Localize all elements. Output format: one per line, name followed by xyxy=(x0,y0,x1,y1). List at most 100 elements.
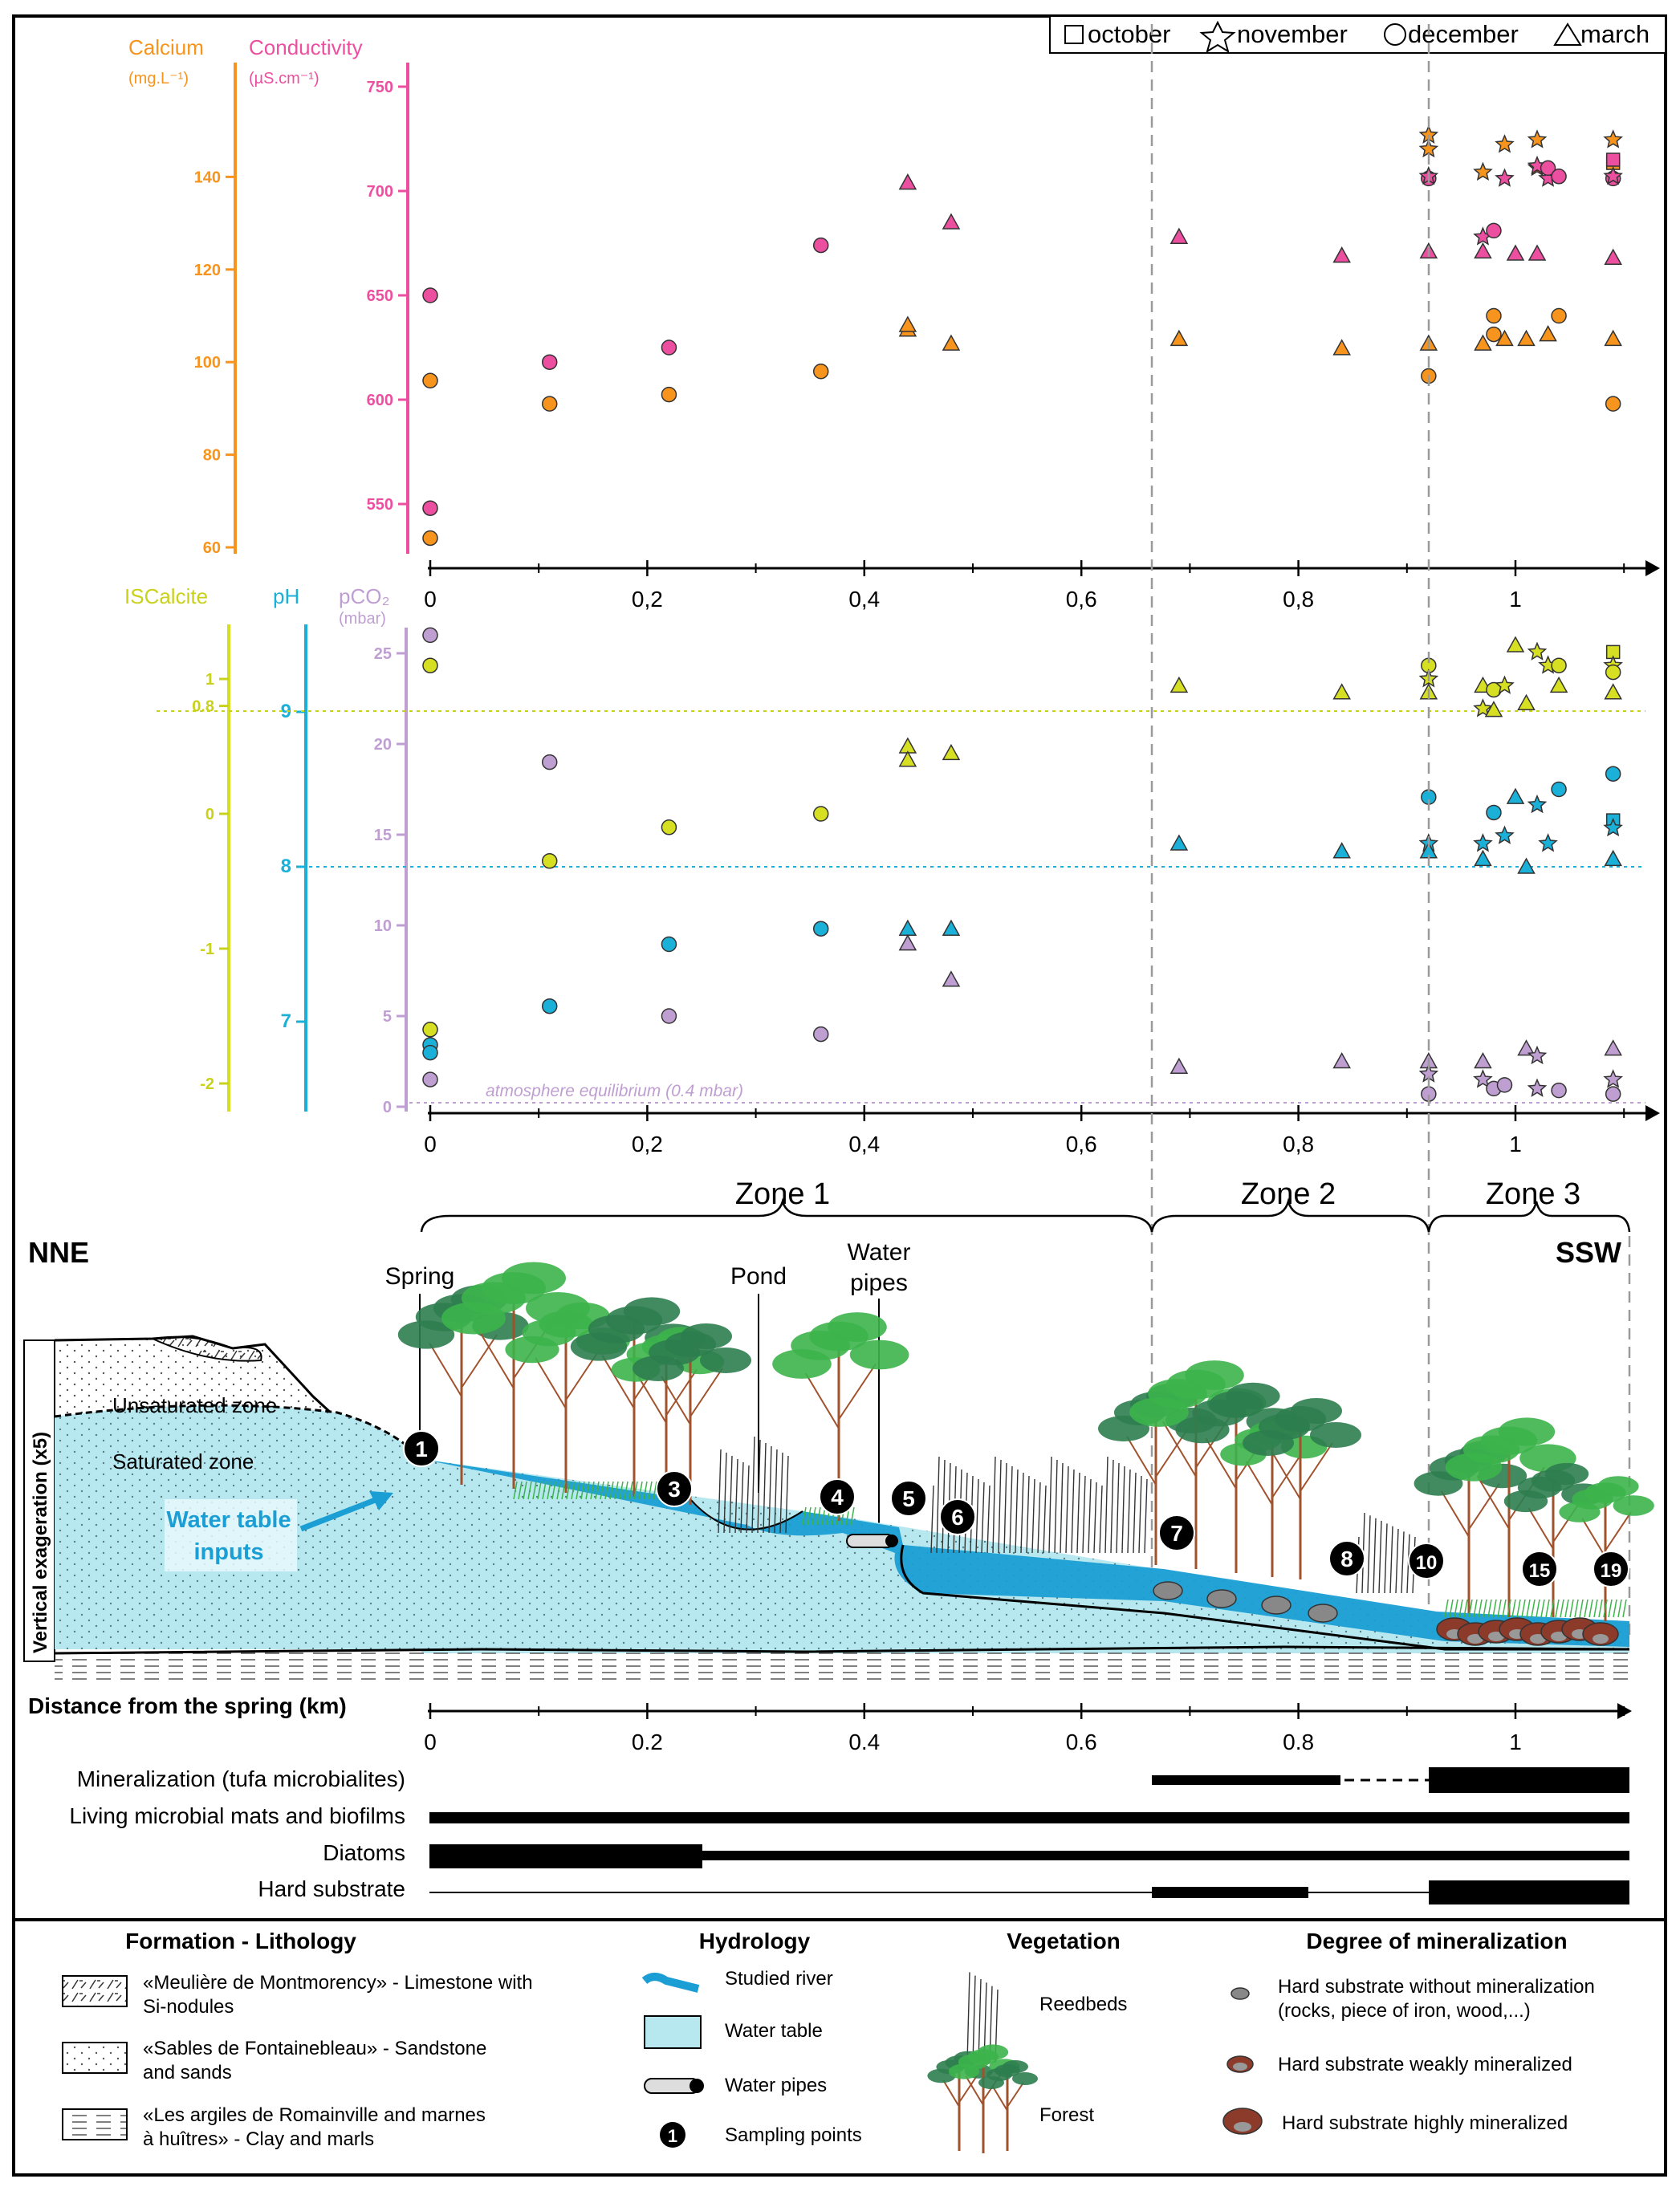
sicalcite-point xyxy=(1551,657,1567,673)
sampling-point-marker xyxy=(1328,1540,1365,1577)
x-tick-label: 0 xyxy=(424,587,437,612)
calcium-point xyxy=(1517,329,1536,347)
pco2-point xyxy=(1551,1082,1567,1099)
x-tick-label: 0,6 xyxy=(1066,587,1097,612)
sampling-point-number: 7 xyxy=(1170,1521,1183,1546)
tick-label: 140 xyxy=(194,169,221,186)
zone-3-label: Zone 3 xyxy=(1486,1177,1580,1211)
conductivity-point xyxy=(1540,160,1556,177)
legend-november: november xyxy=(1237,20,1348,48)
figure-border xyxy=(12,14,1667,2177)
sampling-point-marker xyxy=(403,1430,440,1467)
sampling-point-swatch xyxy=(660,2122,685,2148)
sicalcite-point xyxy=(1605,664,1621,681)
hydrology-title: Hydrology xyxy=(699,1929,811,1953)
calcium-point xyxy=(1604,329,1622,347)
forest-icon xyxy=(927,2044,1038,2153)
sampling-point-number: 5 xyxy=(902,1486,915,1511)
tick-label: 0 xyxy=(383,1099,392,1116)
pco2-point xyxy=(812,1026,829,1043)
sicalcite-point xyxy=(1169,676,1189,693)
sicalcite-point xyxy=(541,853,558,869)
ph-point xyxy=(898,919,917,936)
pco2-point xyxy=(1496,1077,1513,1093)
conductivity-point xyxy=(1551,169,1567,185)
sampling-point-marker xyxy=(890,1480,927,1517)
sicalcite-point xyxy=(1517,693,1536,710)
calcium-point xyxy=(422,530,438,547)
sicalcite-title: ISCalcite xyxy=(124,584,208,608)
lower-x-arrow-icon xyxy=(1645,1105,1660,1121)
conductivity-point xyxy=(661,339,677,356)
presence-bars: Mineralization (tufa microbialites) Livi… xyxy=(69,1766,1629,1904)
tick-label: 700 xyxy=(367,183,393,201)
lithology-2-b: and sands xyxy=(143,2062,232,2083)
pco2-point xyxy=(1473,1069,1493,1088)
x-tick-label: 0,2 xyxy=(632,1132,663,1157)
vegetation xyxy=(397,1262,1654,1621)
sampling-point-number: 6 xyxy=(951,1505,964,1530)
hydrology-pipes: Water pipes xyxy=(725,2075,827,2096)
sampling-point-swatch-number: 1 xyxy=(668,2126,677,2146)
calcium-point xyxy=(661,386,677,403)
square-marker-icon xyxy=(1064,25,1084,44)
upper-data-points xyxy=(422,124,1623,547)
upper-x-arrow-icon xyxy=(1645,560,1660,576)
water-table-inputs-label-1: Water table xyxy=(166,1507,291,1533)
saturated-zone-label: Saturated zone xyxy=(112,1449,254,1474)
upper-x-ticks: 0 0,2 0,4 0,6 0,8 1 xyxy=(424,560,1625,612)
hard-substrate-label: Hard substrate xyxy=(258,1876,405,1901)
ph-point xyxy=(1474,849,1492,867)
ph-point xyxy=(1603,817,1623,837)
ph-point xyxy=(1332,842,1351,859)
calcium-point xyxy=(1539,325,1557,342)
calcium-point xyxy=(1527,129,1548,148)
distance-axis-label: Distance from the spring (km) xyxy=(28,1693,347,1718)
tick-label: 15 xyxy=(374,827,392,844)
hydrology-sampling: Sampling points xyxy=(725,2124,862,2146)
ph-point xyxy=(1551,781,1567,798)
calcium-ticks: 140 120 100 80 60 xyxy=(194,169,235,557)
sampling-point-number: 10 xyxy=(1416,1552,1438,1574)
calcium-point xyxy=(1486,326,1502,343)
calcium-point xyxy=(1605,396,1621,412)
x-tick-label: 0,4 xyxy=(848,587,880,612)
conductivity-point xyxy=(541,354,558,370)
conductivity-point xyxy=(1474,242,1492,259)
sampling-point-marker xyxy=(1593,1551,1629,1587)
tick-label: -2 xyxy=(200,1075,214,1093)
conductivity-point xyxy=(1486,222,1502,239)
sicalcite-point xyxy=(812,806,829,822)
pco2-point xyxy=(422,1071,438,1087)
ph-point xyxy=(812,921,829,937)
tick-label: 9 xyxy=(281,701,291,722)
sicalcite-point xyxy=(942,743,961,761)
x-tick-label: 0.4 xyxy=(848,1730,880,1754)
rock-high-mineral-icon xyxy=(1222,2108,1263,2135)
sampling-point-marker xyxy=(1521,1551,1558,1587)
sampling-point-number: 1 xyxy=(415,1437,428,1461)
x-tick-label: 0,2 xyxy=(632,587,663,612)
pco2-point xyxy=(898,934,917,951)
pco2-point xyxy=(422,627,438,644)
ph-point xyxy=(1495,825,1515,844)
legend-october: october xyxy=(1088,20,1170,48)
tick-label: 20 xyxy=(374,736,392,754)
tick-label: 1 xyxy=(205,671,214,689)
calcium-point xyxy=(1486,307,1502,324)
sampling-point-number: 4 xyxy=(831,1485,844,1510)
tick-label: 25 xyxy=(374,645,392,663)
x-tick-label: 0.6 xyxy=(1066,1730,1097,1754)
tick-label: 5 xyxy=(383,1008,392,1026)
nne-label: NNE xyxy=(28,1236,89,1269)
ph-point xyxy=(1605,766,1621,782)
pco2-point xyxy=(942,970,961,987)
calcium-point xyxy=(1418,138,1439,158)
vegetation-forest: Forest xyxy=(1039,2104,1094,2126)
vegetation-reedbeds: Reedbeds xyxy=(1039,1994,1127,2015)
hydrology-water-table: Water table xyxy=(725,2020,823,2042)
conductivity-title: Conductivity xyxy=(249,35,363,59)
water-pipes-label-1: Water xyxy=(848,1239,911,1266)
calcium-point xyxy=(1474,334,1492,351)
sampling-point-number: 3 xyxy=(668,1477,681,1502)
